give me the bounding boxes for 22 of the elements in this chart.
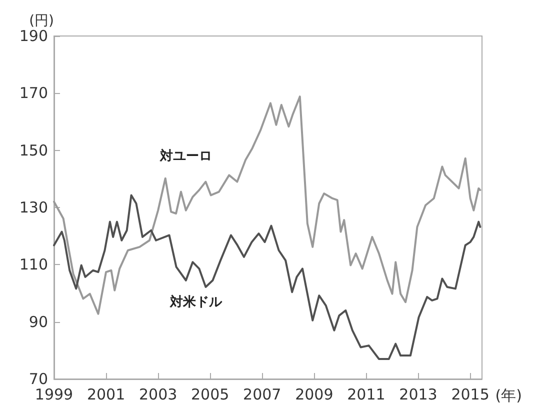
x-axis-title: (年): [495, 386, 522, 404]
x-tick-label: 2001: [86, 386, 126, 404]
y-tick-label: 130: [19, 198, 48, 216]
y-tick-label: 110: [19, 256, 48, 274]
y-axis-title: (円): [29, 13, 54, 29]
y-tick-label: 170: [19, 84, 48, 102]
y-tick-label: 90: [28, 312, 48, 331]
y-tick-label: 150: [19, 141, 48, 160]
line-series: [53, 194, 482, 360]
x-tick-label: 2009: [295, 386, 334, 404]
x-tick-label: 2015: [451, 386, 490, 404]
series-label: 対ユーロ: [159, 148, 212, 164]
y-tick-label: 190: [19, 27, 48, 45]
x-tick-label: 2007: [243, 386, 282, 404]
series-label: 対米ドル: [169, 294, 223, 310]
x-tick-label: 1999: [34, 386, 74, 404]
x-tick-label: 2011: [347, 386, 386, 404]
x-tick-label: 2013: [399, 386, 438, 404]
x-tick-label: 2003: [138, 386, 178, 404]
x-tick-label: 2005: [191, 386, 230, 404]
y-tick-label: 70: [28, 370, 48, 388]
line-series: [53, 96, 482, 315]
